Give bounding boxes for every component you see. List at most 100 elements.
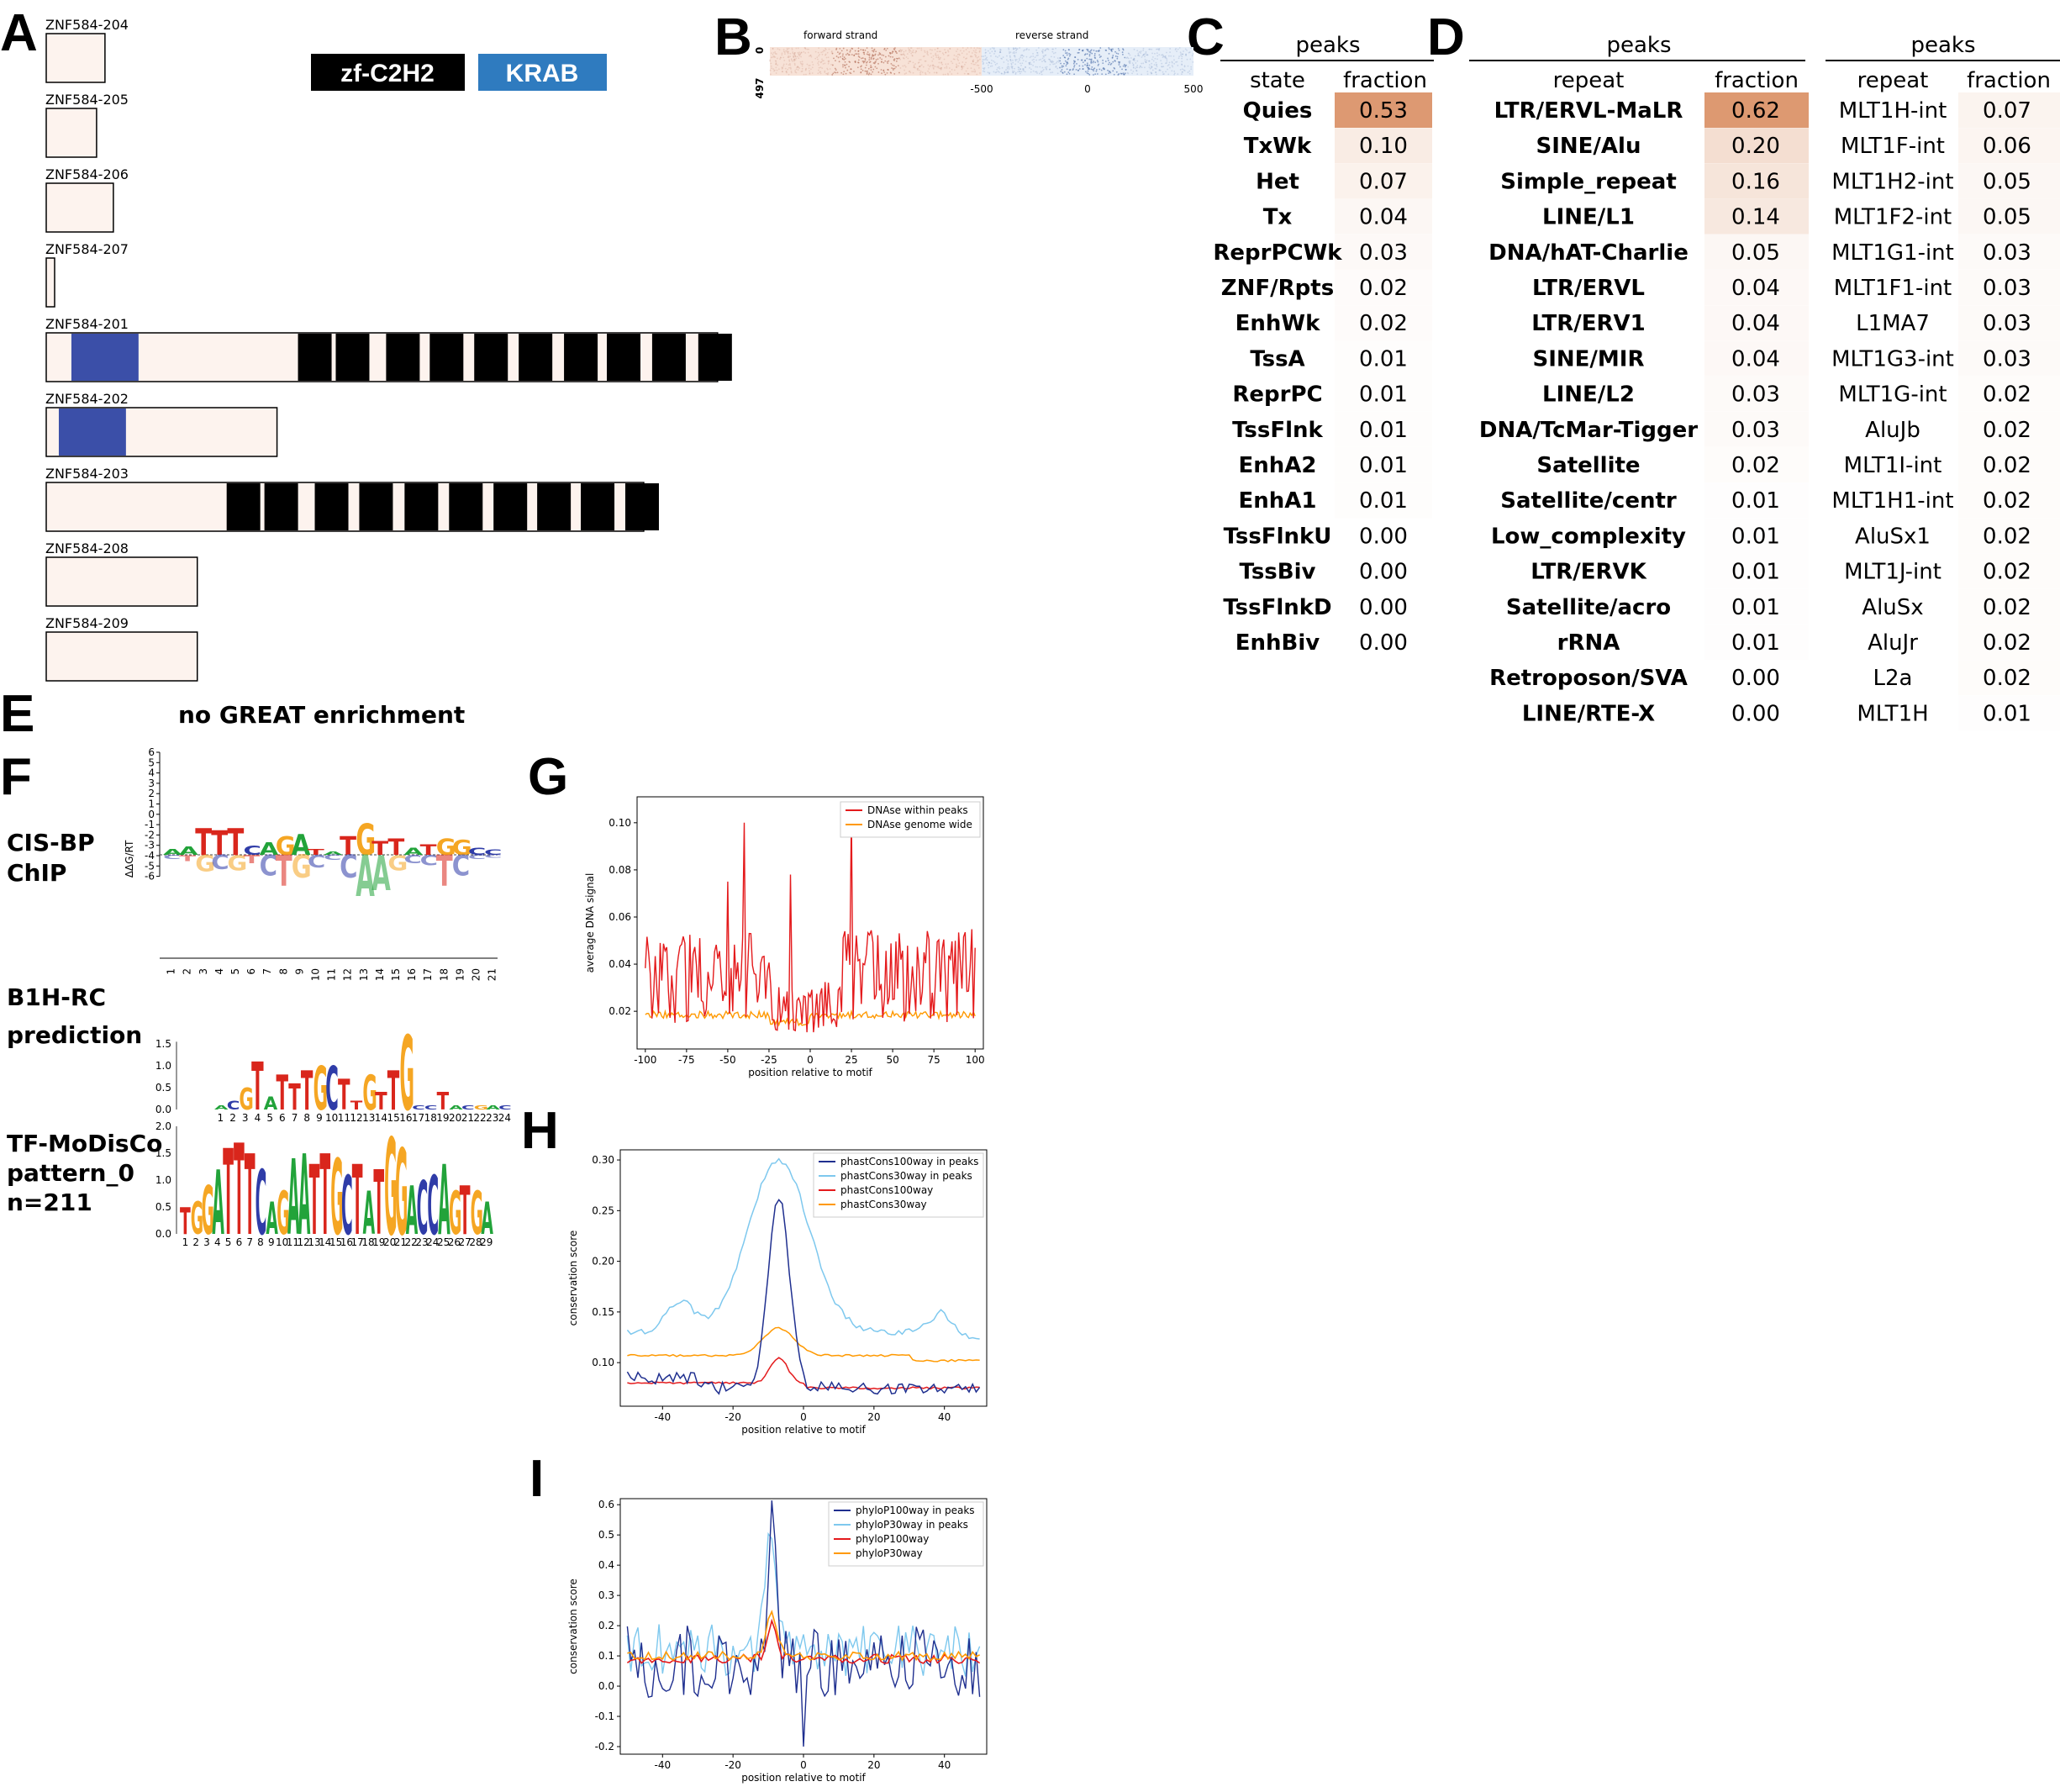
repeat-family-fraction: 0.62 xyxy=(1731,98,1780,124)
fraction-cell xyxy=(1335,340,1432,377)
forward-read xyxy=(854,61,856,64)
forward-read xyxy=(819,66,822,69)
forward-read xyxy=(881,61,882,63)
reverse-read xyxy=(1048,68,1051,71)
x-tick-label: 15 xyxy=(387,1112,400,1124)
reverse-read xyxy=(1095,68,1098,71)
forward-read xyxy=(781,67,783,70)
forward-read xyxy=(797,66,798,68)
forward-read xyxy=(798,57,800,60)
forward-read xyxy=(834,67,836,70)
isoform-label: ZNF584-203 xyxy=(45,466,129,482)
forward-read xyxy=(937,66,940,69)
x-axis-label: position relative to motif xyxy=(741,1772,866,1784)
forward-read xyxy=(904,54,906,56)
reverse-read xyxy=(1171,61,1173,63)
forward-read xyxy=(961,68,963,71)
reverse-read xyxy=(983,70,984,72)
zf-domain xyxy=(606,334,640,381)
forward-read xyxy=(822,50,824,53)
reverse-read xyxy=(1145,50,1147,53)
zf-domain xyxy=(298,334,332,381)
reverse-read xyxy=(1053,55,1056,58)
x-tick-label: 21 xyxy=(461,1112,474,1124)
forward-read xyxy=(877,54,879,56)
forward-read xyxy=(819,61,822,64)
logo-letter: C xyxy=(404,853,422,866)
x-tick-label: 6 xyxy=(279,1112,286,1124)
x-tick-label: 21 xyxy=(487,968,498,981)
logo-letter: C xyxy=(420,852,438,869)
forward-read xyxy=(797,66,799,68)
reverse-read xyxy=(994,50,996,53)
reverse-read xyxy=(982,67,984,70)
forward-read xyxy=(909,50,912,52)
forward-read xyxy=(955,55,957,57)
reverse-read xyxy=(1148,48,1151,50)
reverse-read xyxy=(990,62,993,65)
reverse-read xyxy=(1107,63,1109,66)
repeat-family-fraction: 0.01 xyxy=(1731,630,1780,656)
forward-read xyxy=(857,53,860,55)
reverse-read xyxy=(1141,55,1144,57)
forward-read xyxy=(774,52,777,55)
reverse-read xyxy=(1021,55,1024,56)
reverse-read xyxy=(1185,53,1188,55)
forward-read xyxy=(772,55,773,58)
reverse-read xyxy=(997,56,998,58)
forward-read xyxy=(854,50,856,52)
dnase-plot: -100 -75 -50 -25 0 25 50 75 1000.100.080.060.040… xyxy=(584,796,985,1078)
x-tick-label: 2 xyxy=(229,1112,236,1124)
repeat-family-name: SINE/Alu xyxy=(1536,134,1641,159)
forward-read xyxy=(820,51,823,54)
forward-read xyxy=(940,61,943,64)
forward-read xyxy=(956,66,958,68)
forward-read xyxy=(812,63,814,66)
panel-letter-h: H xyxy=(521,1102,559,1160)
reverse-read xyxy=(1057,60,1060,61)
reverse-read xyxy=(1009,60,1012,62)
reverse-read xyxy=(1132,66,1135,68)
forward-read xyxy=(789,66,792,69)
reverse-read xyxy=(1073,60,1075,62)
y-tick-label: 0.15 xyxy=(592,1306,614,1318)
forward-read xyxy=(978,51,981,53)
forward-read xyxy=(769,69,772,71)
reverse-read xyxy=(1145,61,1147,64)
forward-read xyxy=(819,72,822,75)
repeat-family-fraction: 0.01 xyxy=(1731,488,1780,514)
forward-read xyxy=(951,68,953,71)
forward-read xyxy=(826,72,829,75)
forward-read xyxy=(877,62,879,65)
x-tick-label: 13 xyxy=(362,1112,375,1124)
x-tick-label: 16 xyxy=(406,968,418,981)
reverse-read xyxy=(1104,49,1107,51)
reverse-read xyxy=(1041,73,1043,76)
heatmap-y-bottom: 497 xyxy=(754,77,766,98)
state-name: TssBiv xyxy=(1240,560,1316,585)
forward-read xyxy=(772,51,775,54)
reverse-read xyxy=(1073,73,1076,76)
x-axis-label: position relative to motif xyxy=(741,1424,866,1436)
reverse-read xyxy=(1162,73,1164,76)
reverse-read xyxy=(1069,53,1072,55)
reverse-read xyxy=(1145,61,1147,63)
forward-read xyxy=(870,69,872,71)
forward-read xyxy=(895,60,898,62)
forward-read xyxy=(804,47,807,49)
forward-read xyxy=(856,66,859,69)
zf-domain xyxy=(226,483,261,530)
x-tick-label: 19 xyxy=(372,1236,385,1248)
forward-read xyxy=(934,54,936,56)
zf-domain xyxy=(474,334,508,381)
fraction-cell xyxy=(1704,447,1809,482)
forward-read xyxy=(887,62,889,65)
y-tick-label: 6 xyxy=(148,746,155,758)
reverse-read xyxy=(1191,55,1193,57)
forward-read xyxy=(772,68,775,71)
forward-read xyxy=(786,47,788,50)
fraction-cell xyxy=(1704,588,1809,625)
fraction-cell xyxy=(1958,376,2060,412)
isoform-box xyxy=(45,33,106,83)
logo-letter: C xyxy=(468,846,486,857)
